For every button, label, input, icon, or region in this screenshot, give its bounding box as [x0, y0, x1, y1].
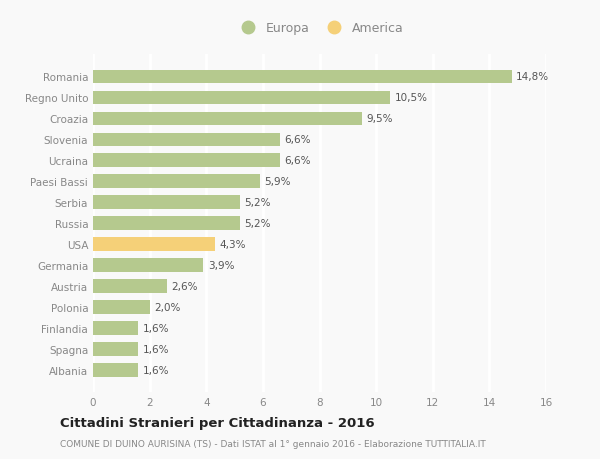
Text: 5,2%: 5,2%	[244, 219, 271, 229]
Text: 10,5%: 10,5%	[395, 93, 428, 103]
Bar	[93, 91, 390, 105]
Bar	[93, 280, 167, 293]
Text: 5,9%: 5,9%	[264, 177, 291, 187]
Text: 2,6%: 2,6%	[171, 281, 197, 291]
Bar	[93, 364, 139, 377]
Bar	[93, 175, 260, 189]
Bar	[93, 112, 362, 126]
Bar	[93, 196, 240, 210]
Text: 14,8%: 14,8%	[516, 72, 550, 82]
Text: Cittadini Stranieri per Cittadinanza - 2016: Cittadini Stranieri per Cittadinanza - 2…	[60, 416, 374, 429]
Text: 6,6%: 6,6%	[284, 135, 311, 145]
Bar	[93, 70, 512, 84]
Bar	[93, 238, 215, 252]
Text: 4,3%: 4,3%	[219, 240, 245, 250]
Legend: Europa, America: Europa, America	[230, 17, 409, 40]
Text: 2,0%: 2,0%	[154, 302, 180, 313]
Bar	[93, 217, 240, 230]
Text: COMUNE DI DUINO AURISINA (TS) - Dati ISTAT al 1° gennaio 2016 - Elaborazione TUT: COMUNE DI DUINO AURISINA (TS) - Dati IST…	[60, 439, 486, 448]
Text: 9,5%: 9,5%	[366, 114, 393, 124]
Text: 1,6%: 1,6%	[143, 324, 169, 333]
Bar	[93, 301, 149, 314]
Bar	[93, 154, 280, 168]
Bar	[93, 133, 280, 147]
Text: 6,6%: 6,6%	[284, 156, 311, 166]
Text: 5,2%: 5,2%	[244, 198, 271, 208]
Bar	[93, 342, 139, 356]
Text: 1,6%: 1,6%	[143, 344, 169, 354]
Bar	[93, 322, 139, 335]
Bar	[93, 259, 203, 273]
Text: 1,6%: 1,6%	[143, 365, 169, 375]
Text: 3,9%: 3,9%	[208, 261, 234, 271]
